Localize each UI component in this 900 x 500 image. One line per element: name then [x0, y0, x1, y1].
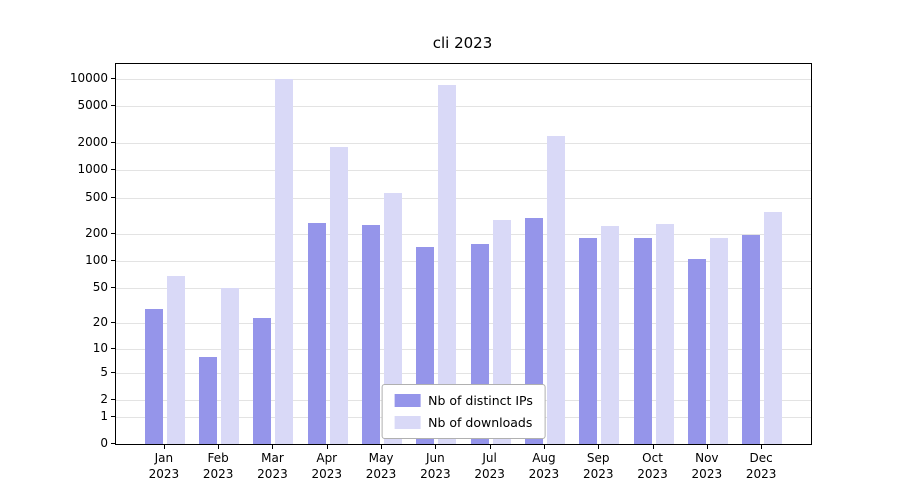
x-tick-mark: [652, 445, 654, 449]
legend-swatch-distinct-ips-icon: [394, 394, 421, 407]
legend-item-downloads: Nb of downloads: [394, 415, 533, 430]
gridline: [116, 106, 811, 108]
y-tick-label: 20: [92, 315, 108, 330]
legend-item-distinct-ips: Nb of distinct IPs: [394, 393, 533, 408]
y-tick-label: 50: [92, 280, 108, 295]
x-tick-label: May 2023: [365, 451, 397, 481]
x-tick-mark: [218, 445, 220, 449]
y-tick-label: 2000: [77, 134, 108, 149]
y-tick-mark: [111, 287, 115, 289]
x-tick-label: Apr 2023: [311, 451, 343, 481]
y-tick-label: 1: [100, 408, 108, 423]
x-tick-mark: [489, 445, 491, 449]
plot-area: Nb of distinct IPs Nb of downloads: [115, 63, 812, 445]
x-tick-mark: [543, 445, 545, 449]
x-tick-label: Sep 2023: [582, 451, 614, 481]
x-tick-label: Jan 2023: [148, 451, 180, 481]
y-tick-mark: [111, 169, 115, 171]
gridline: [116, 372, 811, 374]
bar-downloads: [709, 238, 728, 444]
bar-distinct-ips: [144, 309, 163, 444]
gridline: [116, 288, 811, 290]
legend-label-distinct-ips: Nb of distinct IPs: [428, 393, 533, 408]
y-tick-mark: [111, 371, 115, 373]
x-tick-mark: [381, 445, 383, 449]
y-tick-label: 10: [92, 340, 108, 355]
y-tick-mark: [111, 260, 115, 262]
bar-distinct-ips: [742, 234, 761, 444]
bar-distinct-ips: [362, 225, 381, 444]
y-tick-mark: [111, 443, 115, 444]
x-tick-label: Nov 2023: [691, 451, 723, 481]
y-tick-label: 500: [85, 189, 108, 204]
y-tick-mark: [111, 399, 115, 401]
gridline: [116, 78, 811, 80]
gridline: [116, 323, 811, 325]
gridline: [116, 197, 811, 199]
bar-downloads: [655, 223, 674, 444]
bar-downloads: [221, 288, 240, 444]
x-tick-label: Feb 2023: [202, 451, 234, 481]
x-tick-mark: [326, 445, 328, 449]
gridline: [116, 261, 811, 263]
gridline: [116, 233, 811, 235]
legend: Nb of distinct IPs Nb of downloads: [381, 384, 546, 439]
y-tick-label: 5000: [77, 98, 108, 113]
bar-downloads: [329, 146, 348, 444]
legend-label-downloads: Nb of downloads: [428, 415, 533, 430]
x-tick-mark: [761, 445, 763, 449]
bar-downloads: [384, 193, 403, 444]
bar-distinct-ips: [199, 356, 218, 444]
y-tick-mark: [111, 141, 115, 143]
gridline: [116, 170, 811, 172]
y-tick-label: 100: [85, 253, 108, 268]
y-tick-label: 10000: [69, 70, 108, 85]
x-tick-mark: [598, 445, 600, 449]
x-tick-mark: [706, 445, 708, 449]
y-tick-label: 200: [85, 225, 108, 240]
y-tick-label: 1000: [77, 162, 108, 177]
x-tick-label: Jun 2023: [420, 451, 451, 481]
bar-distinct-ips: [579, 238, 598, 444]
y-tick-mark: [111, 105, 115, 107]
gridline: [116, 142, 811, 144]
y-tick-label: 0: [100, 436, 108, 450]
chart-title: cli 2023: [432, 34, 493, 52]
x-tick-label: Mar 2023: [257, 451, 288, 481]
bar-downloads: [275, 79, 294, 444]
x-tick-label: Jul 2023: [474, 451, 505, 481]
y-tick-mark: [111, 77, 115, 79]
y-tick-mark: [111, 347, 115, 349]
y-tick-mark: [111, 415, 115, 417]
bar-downloads: [166, 276, 185, 444]
x-tick-mark: [272, 445, 274, 449]
x-tick-label: Oct 2023: [637, 451, 668, 481]
bar-distinct-ips: [253, 318, 272, 444]
bar-downloads: [438, 85, 457, 444]
x-tick-mark: [435, 445, 437, 449]
gridline: [116, 348, 811, 350]
legend-swatch-downloads-icon: [394, 416, 421, 429]
bar-distinct-ips: [633, 237, 652, 444]
bar-downloads: [601, 225, 620, 444]
y-tick-label: 2: [100, 392, 108, 407]
x-tick-mark: [163, 445, 165, 449]
y-tick-mark: [111, 196, 115, 198]
bar-downloads: [546, 135, 565, 444]
bar-downloads: [764, 211, 783, 444]
y-tick-mark: [111, 232, 115, 234]
bar-distinct-ips: [307, 223, 326, 444]
bar-distinct-ips: [687, 259, 706, 444]
y-tick-label: 5: [100, 364, 108, 379]
x-tick-label: Aug 2023: [528, 451, 560, 481]
y-tick-mark: [111, 322, 115, 324]
x-tick-label: Dec 2023: [745, 451, 777, 481]
